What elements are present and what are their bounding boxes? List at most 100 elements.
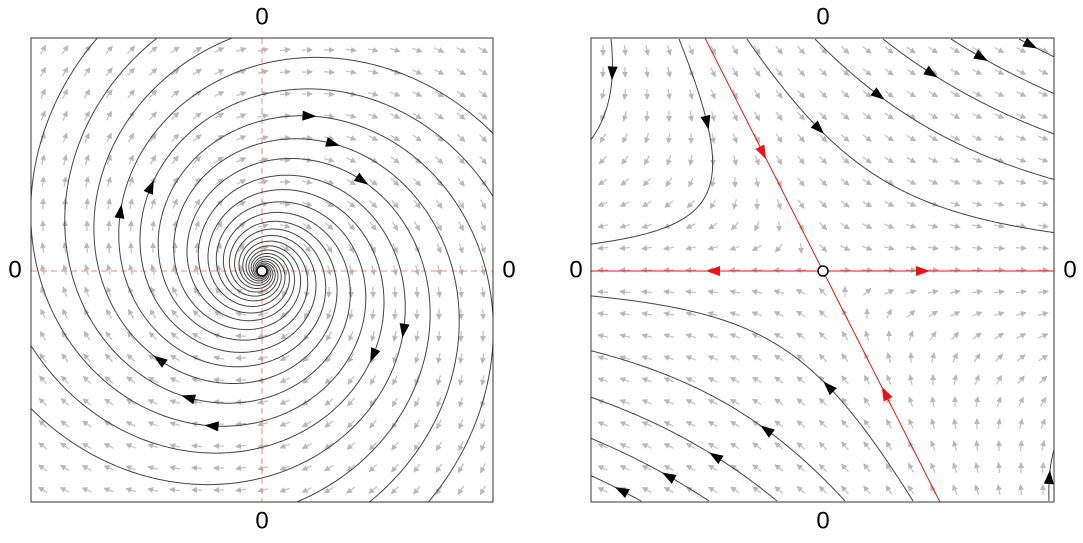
field-arrow — [215, 92, 224, 97]
field-arrow — [885, 157, 893, 162]
field-arrow — [620, 378, 629, 381]
field-arrow — [950, 202, 959, 205]
axis-label: 0 — [816, 507, 829, 534]
field-arrow — [368, 114, 377, 118]
field-arrow — [776, 156, 781, 164]
field-arrow — [216, 222, 221, 230]
field-arrow — [1017, 334, 1026, 338]
field-arrow — [624, 89, 625, 99]
field-arrow — [951, 136, 960, 140]
field-arrow — [687, 400, 696, 404]
field-arrow — [907, 158, 916, 163]
field-arrow — [214, 379, 224, 380]
field-arrow — [171, 355, 180, 360]
field-arrow — [711, 89, 715, 98]
field-arrow — [368, 136, 377, 140]
field-arrow — [775, 465, 783, 471]
field-arrow — [863, 179, 871, 185]
field-arrow — [776, 134, 782, 142]
field-arrow — [258, 313, 268, 316]
field-arrow — [863, 224, 872, 228]
field-arrow — [776, 112, 782, 120]
field-arrow — [372, 309, 373, 319]
flow-arrowhead — [151, 352, 168, 368]
trajectory — [951, 39, 1060, 96]
field-arrow — [686, 291, 696, 292]
field-arrow — [460, 265, 462, 275]
field-arrow — [1038, 248, 1048, 249]
field-arrow — [664, 378, 673, 382]
field-arrow — [412, 70, 421, 74]
field-arrow — [258, 357, 268, 360]
field-arrow — [753, 399, 761, 404]
field-arrow — [108, 199, 110, 209]
field-arrow — [148, 422, 157, 426]
field-arrow — [863, 201, 872, 206]
field-arrow — [127, 422, 136, 426]
field-arrow — [85, 287, 89, 296]
field-arrow — [62, 376, 69, 383]
field-arrow — [86, 199, 87, 209]
field-arrow — [994, 180, 1003, 183]
field-arrow — [708, 291, 718, 293]
field-arrow — [170, 423, 180, 426]
field-arrow — [819, 90, 826, 97]
field-arrow — [798, 134, 804, 142]
field-arrow — [149, 69, 156, 76]
field-arrow — [1038, 203, 1048, 205]
field-arrow — [931, 463, 935, 472]
field-arrow — [280, 225, 290, 227]
field-arrow — [148, 467, 158, 470]
field-arrow — [775, 355, 783, 360]
field-arrow — [437, 375, 440, 385]
field-arrow — [215, 157, 223, 163]
field-arrow — [61, 443, 69, 449]
field-arrow — [642, 400, 651, 404]
field-arrow — [348, 398, 355, 405]
field-arrow — [236, 380, 246, 381]
field-arrow — [61, 488, 70, 493]
field-arrow — [436, 442, 441, 451]
field-arrow — [480, 200, 485, 209]
field-arrow — [865, 331, 868, 340]
field-arrow — [776, 46, 782, 54]
field-arrow — [280, 422, 289, 426]
field-arrow — [776, 244, 783, 251]
field-arrow — [972, 291, 982, 293]
flow-arrowhead — [397, 323, 409, 338]
field-arrow — [391, 135, 400, 140]
field-arrow — [928, 180, 937, 184]
field-arrow — [885, 47, 893, 53]
field-arrow — [372, 331, 375, 341]
field-arrow — [479, 91, 487, 97]
field-arrow — [598, 225, 608, 228]
field-arrow — [368, 92, 378, 95]
field-arrow — [1038, 136, 1047, 140]
field-arrow — [327, 309, 330, 318]
field-arrow — [841, 135, 849, 141]
field-arrow — [973, 92, 982, 97]
field-arrow — [907, 311, 914, 318]
field-arrow — [62, 354, 68, 362]
field-arrow — [1016, 114, 1025, 118]
field-arrow — [819, 156, 826, 163]
field-arrow — [709, 487, 717, 492]
field-arrow — [171, 47, 179, 53]
field-arrow — [842, 420, 849, 428]
field-arrow — [753, 421, 761, 427]
field-arrow — [63, 111, 67, 120]
field-arrow — [214, 357, 224, 359]
field-arrow — [798, 90, 805, 97]
field-arrow — [620, 400, 629, 404]
field-arrow — [349, 331, 353, 340]
field-arrow — [620, 313, 630, 315]
field-arrow — [928, 247, 938, 249]
field-arrow — [819, 310, 826, 317]
field-arrow — [753, 356, 762, 361]
field-arrow — [863, 69, 871, 75]
field-arrow — [603, 67, 604, 77]
field-arrow — [109, 243, 110, 253]
field-arrow — [646, 45, 648, 55]
field-arrow — [819, 420, 826, 427]
field-arrow — [414, 486, 421, 494]
